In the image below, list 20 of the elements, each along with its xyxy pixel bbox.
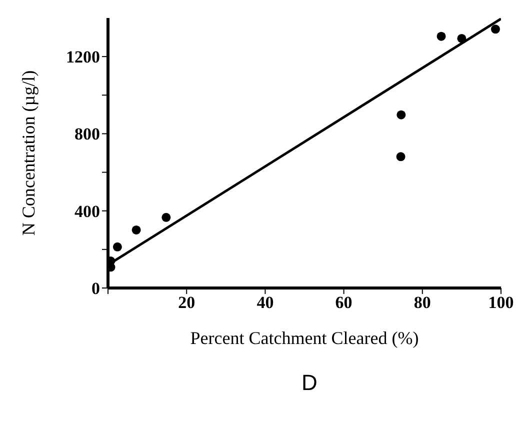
text: D (300, 370, 318, 396)
y-tick-label: 0 (92, 279, 100, 298)
x-tick-label: 40 (256, 293, 274, 312)
point (396, 110, 406, 120)
point (396, 152, 406, 162)
point (112, 242, 122, 252)
y-axis-title: N Concentration (µg/l) (18, 70, 38, 236)
y-tick-label: 800 (74, 124, 100, 144)
x-tick-label: 80 (414, 293, 431, 312)
point (132, 225, 141, 234)
x-tick-label: 20 (178, 293, 196, 312)
y-tick-label: 1200 (66, 48, 100, 67)
x-tick-label: 60 (335, 293, 352, 312)
point (436, 32, 446, 41)
point (162, 212, 171, 222)
point (457, 34, 466, 43)
x-axis-title: Percent Catchment Cleared (%) (190, 328, 419, 348)
y-tick-label: 400 (74, 202, 100, 221)
x-tick-label: 100 (488, 293, 514, 312)
point (491, 24, 500, 34)
